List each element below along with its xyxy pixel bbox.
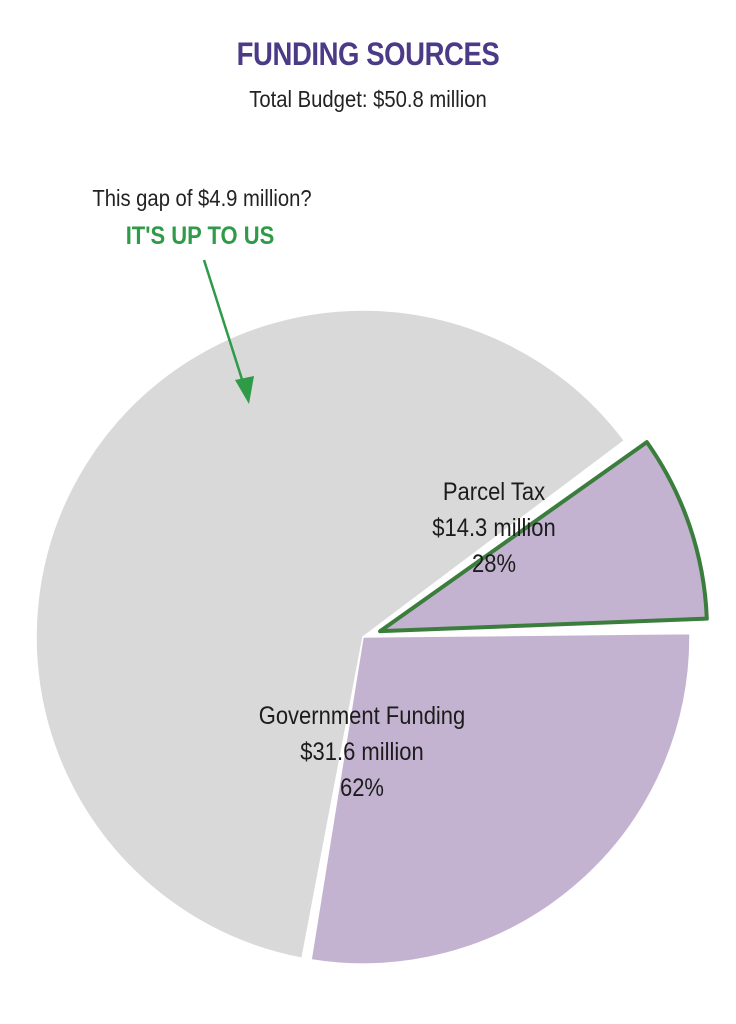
government-funding-label: Government Funding $31.6 million 62% [259, 702, 466, 802]
annotation-arrow-line [202, 259, 248, 393]
annotation-question: This gap of $4.9 million? [92, 185, 311, 212]
parcel-tax-name: Parcel Tax [443, 478, 545, 506]
annotation-arrowhead [235, 376, 254, 404]
slice-government-funding [35, 309, 626, 960]
parcel-tax-value: $14.3 million [432, 514, 555, 542]
chart-subtitle: Total Budget: $50.8 million [249, 86, 487, 112]
parcel-tax-percent: 28% [472, 550, 516, 578]
government-funding-value: $31.6 million [300, 738, 423, 766]
parcel-tax-label: Parcel Tax $14.3 million 28% [432, 478, 555, 578]
gap-annotation: This gap of $4.9 million? IT'S UP TO US [92, 185, 312, 404]
slice-parcel-tax [310, 632, 691, 965]
pie-slices [35, 309, 709, 965]
government-funding-name: Government Funding [259, 702, 466, 730]
chart-title: FUNDING SOURCES [236, 36, 500, 72]
slice-funding-gap [378, 440, 709, 634]
annotation-callout: IT'S UP TO US [126, 222, 275, 250]
government-funding-percent: 62% [340, 774, 384, 802]
